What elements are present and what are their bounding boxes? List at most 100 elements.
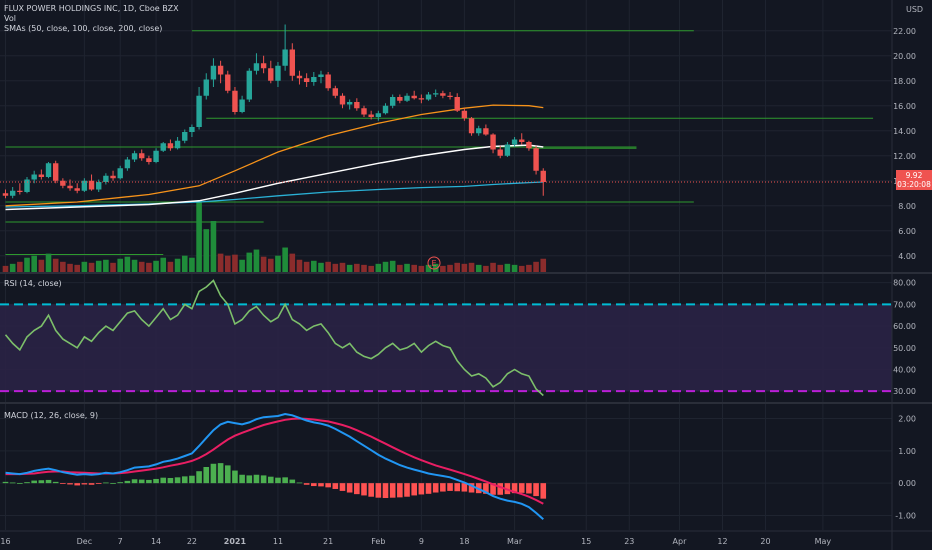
candle-body — [346, 102, 353, 105]
candle-body — [454, 97, 460, 111]
candle-body — [74, 188, 80, 191]
candle-body — [461, 110, 468, 119]
volume-bar — [217, 253, 224, 272]
macd-histogram-bar — [389, 483, 396, 498]
bar-countdown: 03:20:08 — [897, 180, 931, 189]
macd-histogram-bar — [311, 483, 317, 487]
volume-bar — [174, 258, 181, 272]
candle-body — [24, 179, 30, 192]
volume-bar — [210, 221, 217, 272]
volume-bar — [526, 264, 532, 272]
candle-body — [282, 49, 288, 66]
macd-histogram-bar — [368, 483, 374, 497]
candle-body — [404, 95, 410, 101]
time-axis-label: 11 — [273, 537, 283, 546]
macd-histogram-bar — [246, 475, 253, 484]
last-price-tag: 9.92 03:20:08 — [896, 170, 932, 190]
candle-body — [411, 95, 417, 99]
candle-body — [425, 94, 432, 100]
time-axis-label: 12 — [717, 537, 727, 546]
candle-body — [268, 68, 274, 81]
time-axis-label: 20 — [760, 537, 770, 546]
macd-histogram-bar — [361, 483, 367, 496]
candle-body — [440, 93, 446, 96]
volume-bar — [325, 261, 331, 272]
candle-body — [303, 78, 310, 82]
volume-bar — [411, 264, 417, 272]
candles — [0, 24, 892, 199]
price-axis-label: 0.00 — [898, 479, 916, 488]
macd-histogram-bar — [52, 481, 59, 484]
macd-histogram-bar — [267, 476, 274, 484]
volume-bar — [368, 265, 374, 272]
time-axis-label: 23 — [624, 537, 634, 546]
time-axis-label: 22 — [187, 537, 197, 546]
candle-body — [433, 93, 439, 95]
volume-bar — [81, 261, 88, 272]
macd-histogram-bar — [490, 483, 496, 495]
volume-bar — [131, 259, 138, 272]
volume-legend[interactable]: Vol — [4, 14, 16, 23]
time-axis-label: May — [815, 537, 832, 546]
macd-histogram-bar — [160, 477, 167, 484]
macd-value-line — [5, 412, 544, 521]
earnings-marker[interactable]: E — [427, 256, 441, 270]
candle-body — [418, 98, 425, 100]
rsi-legend-label: RSI (14, close) — [4, 279, 62, 288]
macd-legend[interactable]: MACD (12, 26, close, 9) — [4, 411, 98, 421]
time-axis-label: 7 — [118, 537, 123, 546]
macd-histogram-bar — [382, 483, 389, 499]
candle-body — [210, 65, 217, 80]
candle-body — [182, 132, 188, 141]
candle-body — [88, 180, 95, 190]
price-axis-label: 80.00 — [893, 279, 916, 288]
candle-body — [483, 128, 489, 135]
time-axis-label: Mar — [507, 537, 523, 546]
candle-body — [67, 185, 73, 189]
candle-body — [332, 88, 339, 96]
volume-bar — [540, 258, 547, 272]
volume-bar — [332, 263, 339, 272]
volume-bar — [282, 247, 288, 272]
candle-body — [382, 105, 389, 114]
time-axis-label: Dec — [77, 537, 92, 546]
macd-histogram-bar — [325, 483, 331, 488]
macd-histogram-bar — [146, 479, 152, 484]
macd-histogram-bar — [339, 483, 346, 491]
sma50-line — [5, 104, 544, 207]
macd-histogram-bar — [518, 483, 525, 493]
price-axis-label: 2.00 — [898, 415, 916, 424]
sma-legend[interactable]: SMAs (50, close, 100, close, 200, close) — [4, 24, 163, 33]
macd-legend-label: MACD (12, 26, close, 9) — [4, 411, 99, 420]
volume-bar — [418, 265, 425, 272]
candle-body — [239, 99, 245, 112]
macd-histogram-bar — [196, 471, 202, 484]
macd-histogram-bar — [375, 483, 382, 498]
price-axis-label: 14.00 — [893, 127, 916, 136]
macd-histogram-bar — [332, 483, 339, 489]
price-axis-label: 18.00 — [893, 77, 916, 86]
volume-bar — [103, 259, 109, 272]
macd-histogram-bar — [461, 483, 468, 492]
macd-histogram-bar — [232, 470, 238, 484]
volume-bar — [361, 264, 367, 272]
volume-bar — [124, 256, 131, 272]
symbol-title[interactable]: FLUX POWER HOLDINGS INC, 1D, Cboe BZX — [4, 4, 179, 13]
volume-bar — [490, 262, 496, 272]
volume-bar — [196, 200, 202, 272]
rsi-legend[interactable]: RSI (14, close) — [4, 279, 62, 289]
macd-histogram-bar — [153, 478, 159, 484]
candle-body — [511, 139, 518, 145]
time-axis-label: 2021 — [224, 537, 247, 546]
candle-body — [31, 174, 37, 180]
volume-bar — [296, 259, 303, 272]
candle-body — [325, 74, 331, 89]
volume-bar — [110, 262, 116, 272]
volume-bar — [533, 261, 539, 272]
candle-body — [203, 79, 209, 96]
rsi-band — [0, 303, 892, 393]
macd-histogram-bar — [253, 474, 260, 484]
